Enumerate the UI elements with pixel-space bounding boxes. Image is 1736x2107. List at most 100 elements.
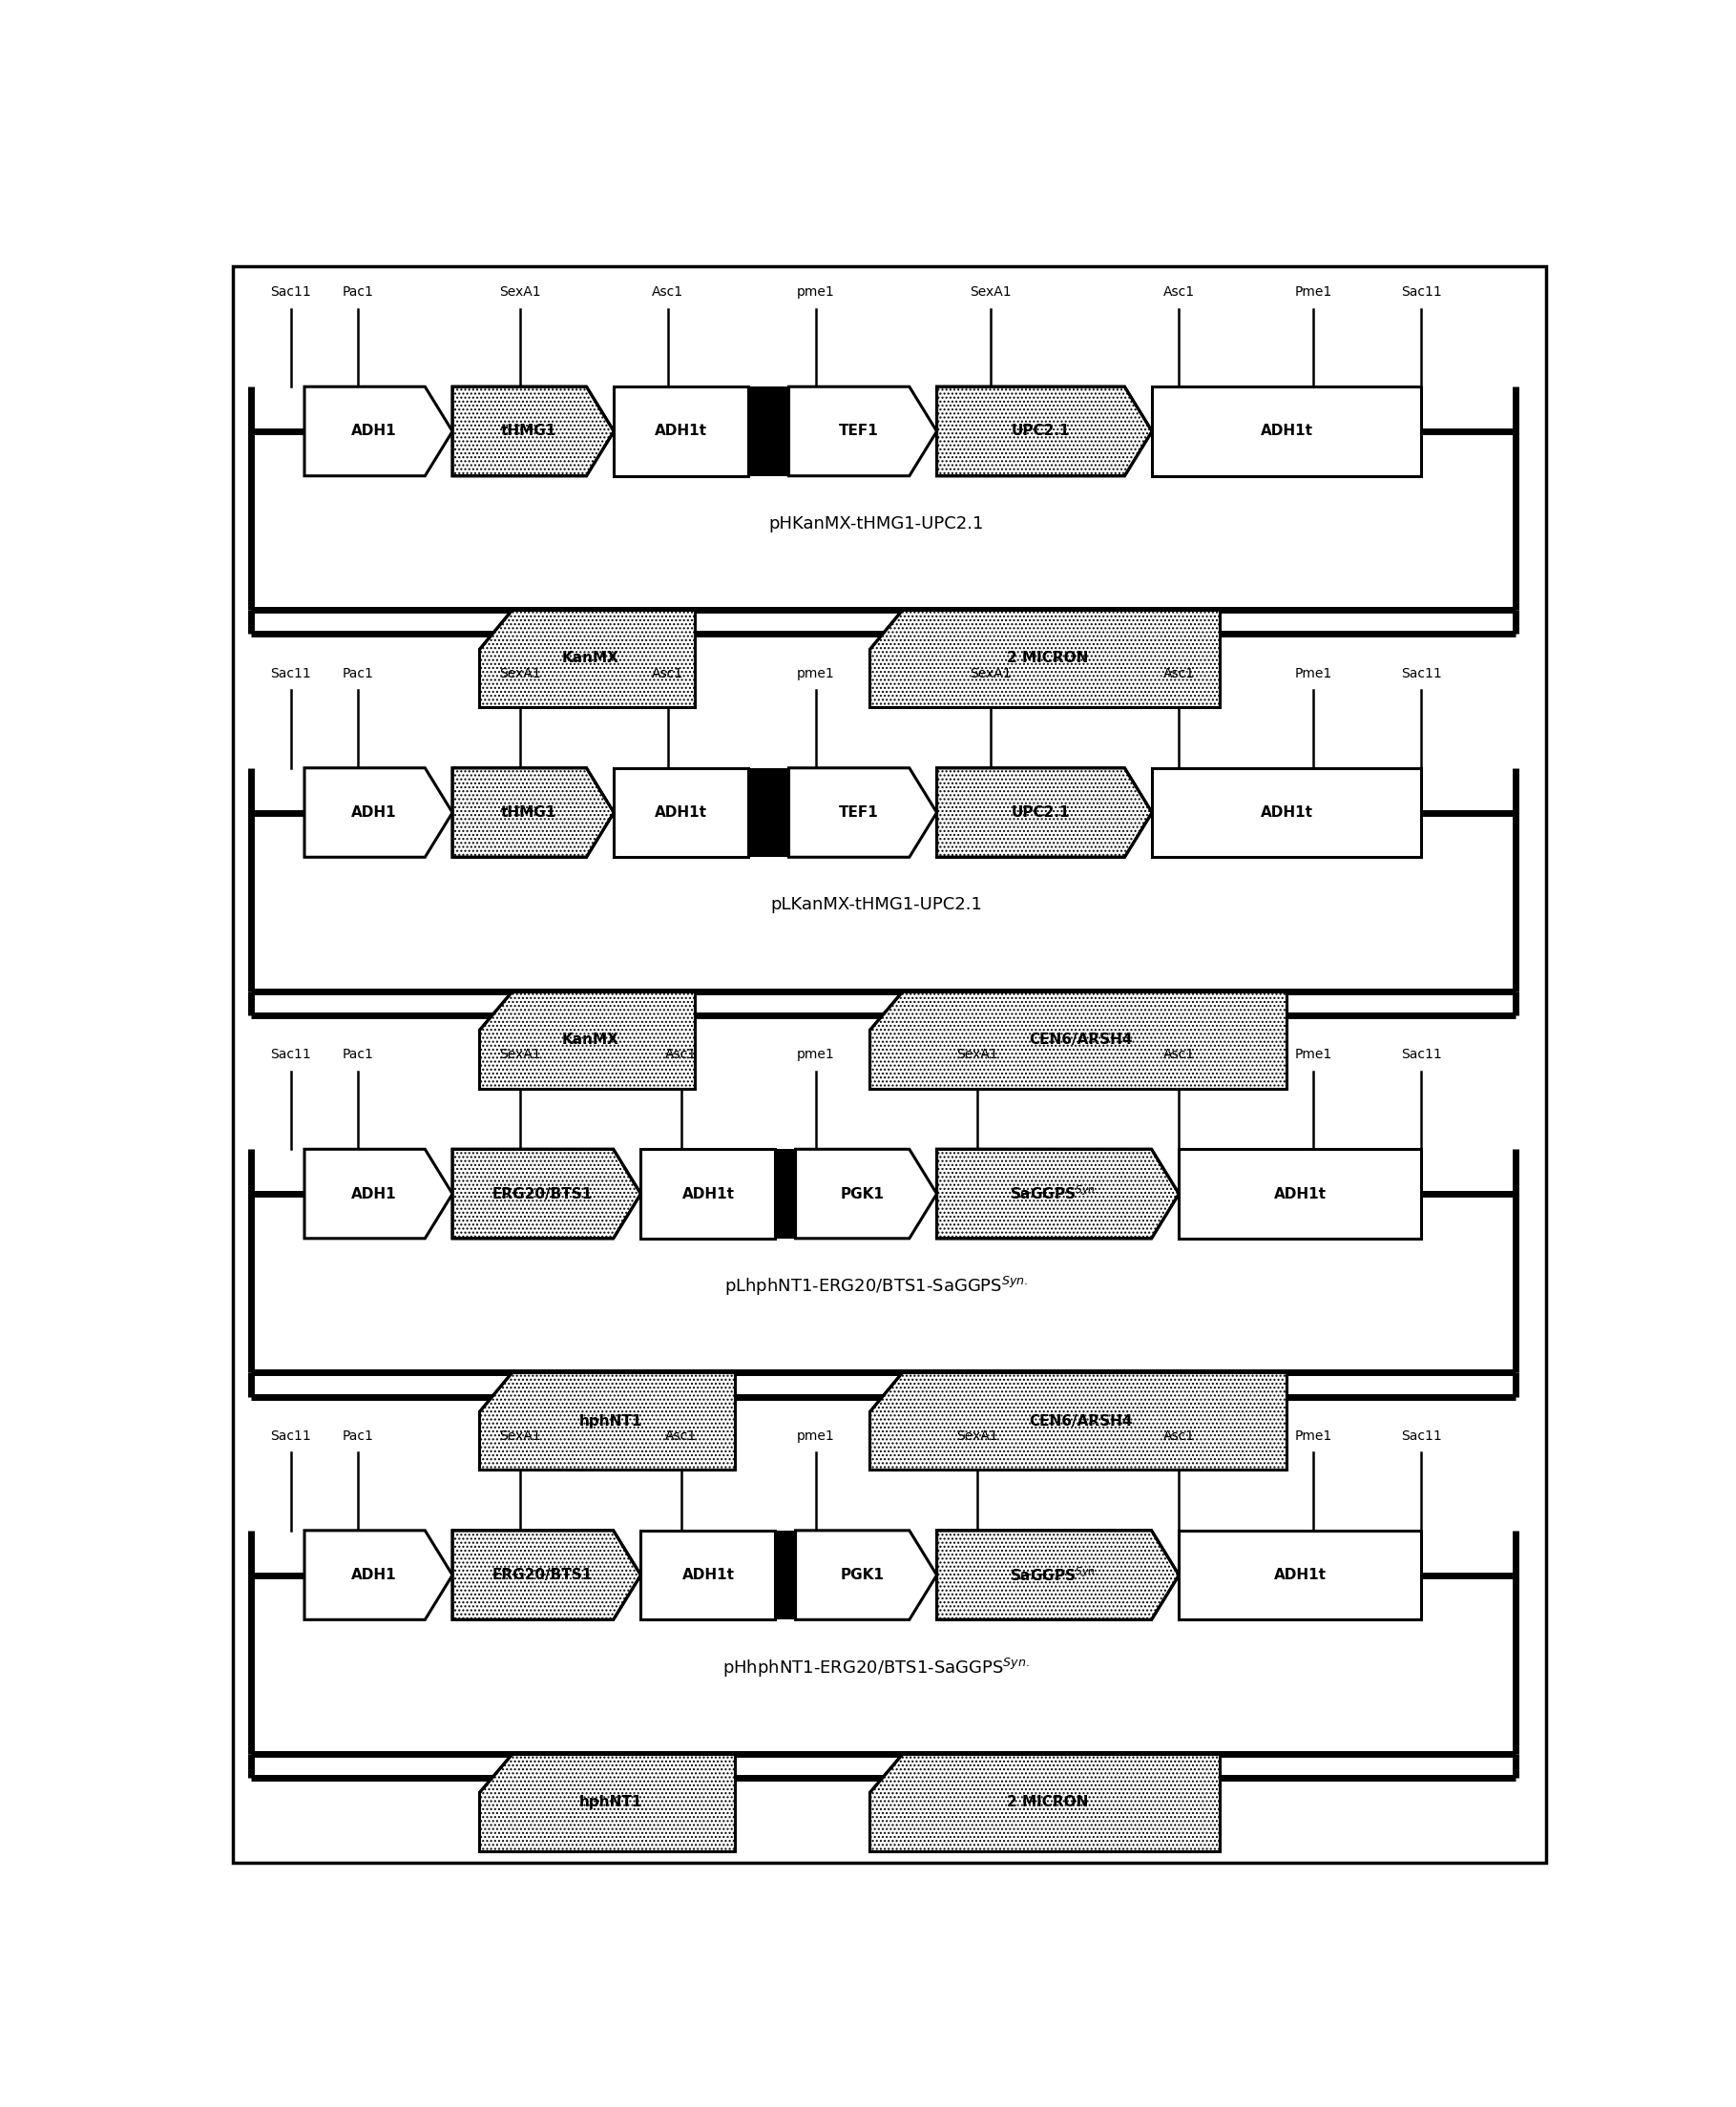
Text: SaGGPS$^{Syn.}$: SaGGPS$^{Syn.}$: [1010, 1184, 1097, 1203]
Polygon shape: [304, 388, 453, 476]
Text: UPC2.1: UPC2.1: [1010, 805, 1069, 820]
Polygon shape: [479, 1372, 734, 1471]
Text: KanMX: KanMX: [562, 651, 618, 666]
Text: CEN6/ARSH4: CEN6/ARSH4: [1029, 1032, 1134, 1047]
Polygon shape: [479, 609, 694, 708]
Polygon shape: [937, 767, 1153, 858]
Text: pLhphNT1-ERG20/BTS1-SaGGPS$^{Syn.}$: pLhphNT1-ERG20/BTS1-SaGGPS$^{Syn.}$: [724, 1275, 1028, 1298]
Polygon shape: [479, 990, 694, 1089]
Text: ADH1t: ADH1t: [682, 1568, 734, 1582]
Text: ADH1: ADH1: [352, 1186, 398, 1201]
Polygon shape: [788, 767, 937, 858]
Text: ADH1t: ADH1t: [1274, 1186, 1326, 1201]
Text: Sac11: Sac11: [271, 668, 311, 681]
Text: Pme1: Pme1: [1295, 1429, 1332, 1443]
Polygon shape: [870, 609, 1219, 708]
Bar: [748, 388, 788, 476]
Polygon shape: [453, 1148, 641, 1239]
Text: TEF1: TEF1: [838, 805, 878, 820]
Bar: [776, 1530, 795, 1620]
Text: ADH1t: ADH1t: [654, 424, 707, 438]
Text: Pme1: Pme1: [1295, 1049, 1332, 1062]
Polygon shape: [453, 388, 615, 476]
Text: hphNT1: hphNT1: [578, 1414, 642, 1429]
Text: Pac1: Pac1: [342, 287, 373, 299]
Text: pHKanMX-tHMG1-UPC2.1: pHKanMX-tHMG1-UPC2.1: [769, 516, 984, 533]
Polygon shape: [304, 1148, 453, 1239]
Polygon shape: [304, 767, 453, 858]
Polygon shape: [788, 388, 937, 476]
Polygon shape: [795, 1148, 937, 1239]
Text: SexA1: SexA1: [957, 1049, 998, 1062]
Text: tHMG1: tHMG1: [502, 805, 557, 820]
Text: ADH1: ADH1: [352, 424, 398, 438]
Text: Sac11: Sac11: [1401, 1429, 1441, 1443]
Text: 2 MICRON: 2 MICRON: [1007, 651, 1088, 666]
Polygon shape: [453, 1530, 641, 1620]
Text: ERG20/BTS1: ERG20/BTS1: [493, 1568, 592, 1582]
Text: ADH1: ADH1: [352, 805, 398, 820]
Text: tHMG1: tHMG1: [502, 424, 557, 438]
Bar: [641, 1148, 776, 1239]
Text: ADH1: ADH1: [352, 1568, 398, 1582]
Text: ADH1t: ADH1t: [1260, 805, 1312, 820]
Text: pme1: pme1: [797, 1429, 835, 1443]
Text: SexA1: SexA1: [957, 1429, 998, 1443]
Text: Pme1: Pme1: [1295, 668, 1332, 681]
Text: Asc1: Asc1: [1163, 1049, 1194, 1062]
Text: pHhphNT1-ERG20/BTS1-SaGGPS$^{Syn.}$: pHhphNT1-ERG20/BTS1-SaGGPS$^{Syn.}$: [722, 1656, 1029, 1679]
Text: Sac11: Sac11: [271, 1049, 311, 1062]
Text: Pme1: Pme1: [1295, 287, 1332, 299]
Text: Asc1: Asc1: [653, 668, 684, 681]
Text: ADH1t: ADH1t: [682, 1186, 734, 1201]
Text: SexA1: SexA1: [498, 668, 540, 681]
Text: pme1: pme1: [797, 1049, 835, 1062]
Bar: [615, 388, 748, 476]
Text: Sac11: Sac11: [271, 287, 311, 299]
Text: ERG20/BTS1: ERG20/BTS1: [493, 1186, 592, 1201]
Text: UPC2.1: UPC2.1: [1010, 424, 1069, 438]
Bar: [1153, 767, 1422, 858]
Text: SexA1: SexA1: [498, 287, 540, 299]
Text: PGK1: PGK1: [840, 1186, 884, 1201]
Polygon shape: [870, 1372, 1286, 1471]
Polygon shape: [453, 767, 615, 858]
Text: Asc1: Asc1: [1163, 1429, 1194, 1443]
Text: Asc1: Asc1: [1163, 287, 1194, 299]
Text: Sac11: Sac11: [1401, 287, 1441, 299]
Text: Asc1: Asc1: [665, 1049, 696, 1062]
Text: SaGGPS$^{Syn.}$: SaGGPS$^{Syn.}$: [1010, 1566, 1097, 1584]
Text: PGK1: PGK1: [840, 1568, 884, 1582]
Polygon shape: [870, 1753, 1219, 1850]
Polygon shape: [870, 990, 1286, 1089]
Text: KanMX: KanMX: [562, 1032, 618, 1047]
Text: SexA1: SexA1: [498, 1049, 540, 1062]
Text: Pac1: Pac1: [342, 668, 373, 681]
Text: ADH1t: ADH1t: [1260, 424, 1312, 438]
Text: 2 MICRON: 2 MICRON: [1007, 1795, 1088, 1810]
Text: SexA1: SexA1: [970, 287, 1012, 299]
Bar: [776, 1148, 795, 1239]
Text: ADH1t: ADH1t: [1274, 1568, 1326, 1582]
Text: Sac11: Sac11: [271, 1429, 311, 1443]
Bar: [1153, 388, 1422, 476]
Bar: [748, 767, 788, 858]
Text: ADH1t: ADH1t: [654, 805, 707, 820]
Text: Asc1: Asc1: [653, 287, 684, 299]
Text: Asc1: Asc1: [1163, 668, 1194, 681]
Text: pme1: pme1: [797, 287, 835, 299]
Bar: [641, 1530, 776, 1620]
Bar: [615, 767, 748, 858]
Text: pLKanMX-tHMG1-UPC2.1: pLKanMX-tHMG1-UPC2.1: [771, 895, 983, 914]
Text: pme1: pme1: [797, 668, 835, 681]
Polygon shape: [304, 1530, 453, 1620]
Polygon shape: [795, 1530, 937, 1620]
Text: CEN6/ARSH4: CEN6/ARSH4: [1029, 1414, 1134, 1429]
Text: SexA1: SexA1: [498, 1429, 540, 1443]
Polygon shape: [937, 1530, 1179, 1620]
Text: Sac11: Sac11: [1401, 1049, 1441, 1062]
Polygon shape: [937, 1148, 1179, 1239]
Polygon shape: [479, 1753, 734, 1850]
Text: Sac11: Sac11: [1401, 668, 1441, 681]
Text: TEF1: TEF1: [838, 424, 878, 438]
